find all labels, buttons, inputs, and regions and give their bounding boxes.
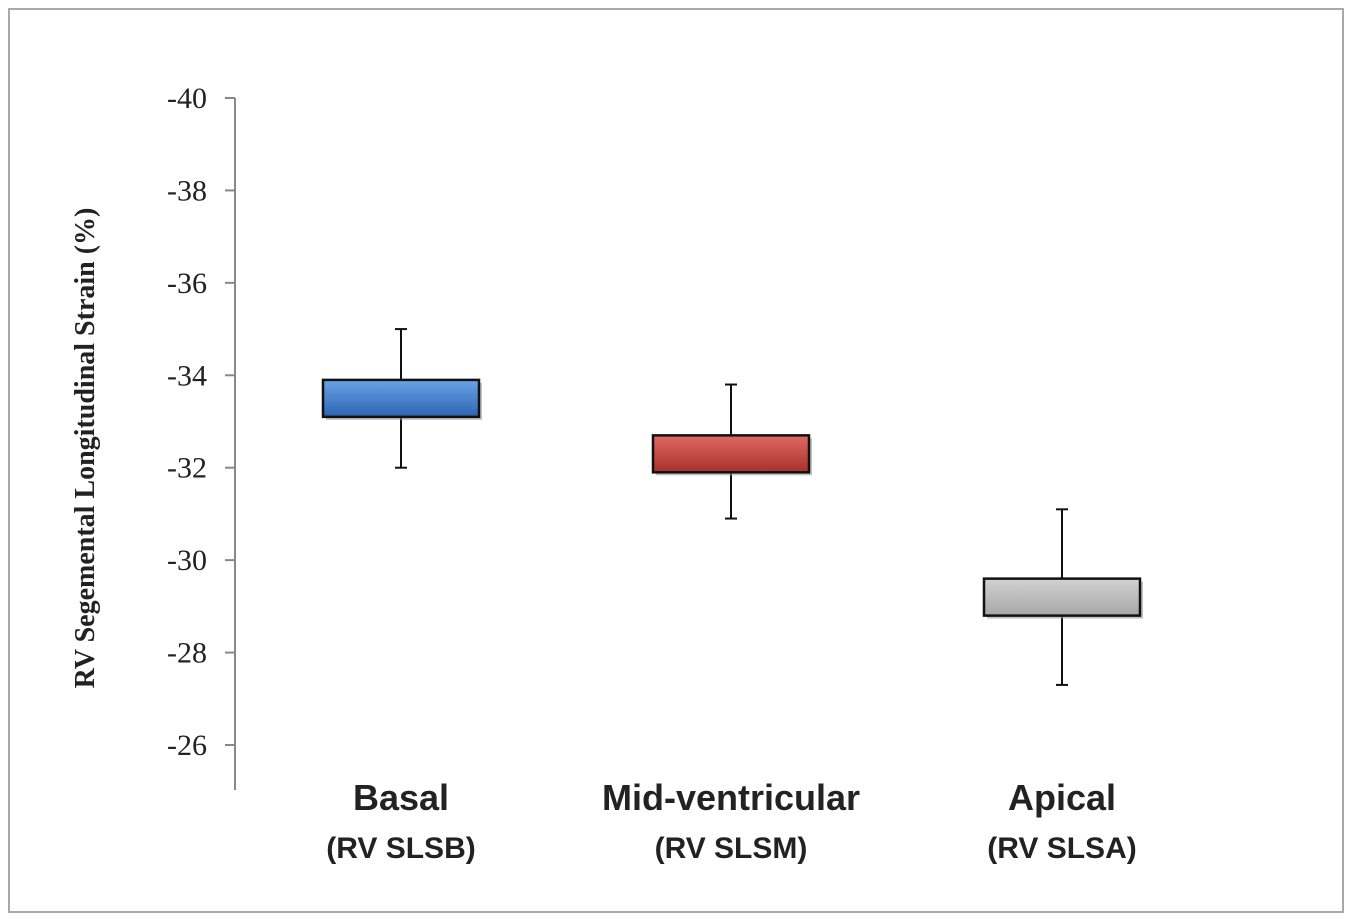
category-label: Mid-ventricular	[602, 777, 860, 818]
category-sublabel: (RV SLSM)	[655, 832, 808, 865]
category-labels: Basal (RV SLSB) Mid-ventricular (RV SLSM) Ap…	[326, 777, 1136, 865]
y-tick-label: -30	[167, 544, 207, 577]
y-axis-label: RV Segemental Longitudinal Strain (%)	[70, 208, 101, 689]
plot-area	[321, 328, 1143, 686]
category-label: Apical	[1008, 777, 1116, 818]
y-tick-label: -28	[167, 637, 207, 670]
box-basal	[321, 328, 482, 469]
y-tick-label: -32	[167, 452, 207, 485]
y-axis: -40 -38 -36 -34 -32 -30 -28 -26	[167, 82, 236, 790]
y-tick-label: -38	[167, 174, 207, 207]
box-apical	[982, 508, 1143, 686]
box-rect	[651, 434, 811, 474]
box-rect	[982, 577, 1142, 617]
category-label: Basal	[353, 777, 449, 818]
y-tick-label: -34	[167, 359, 207, 392]
category-sublabel: (RV SLSA)	[987, 832, 1136, 865]
y-tick-label: -36	[167, 267, 207, 300]
box-mid-ventricular	[651, 383, 812, 520]
category-sublabel: (RV SLSB)	[326, 832, 475, 865]
y-tick-label: -26	[167, 729, 207, 762]
y-tick-label: -40	[167, 82, 207, 115]
box-rect	[321, 378, 481, 419]
